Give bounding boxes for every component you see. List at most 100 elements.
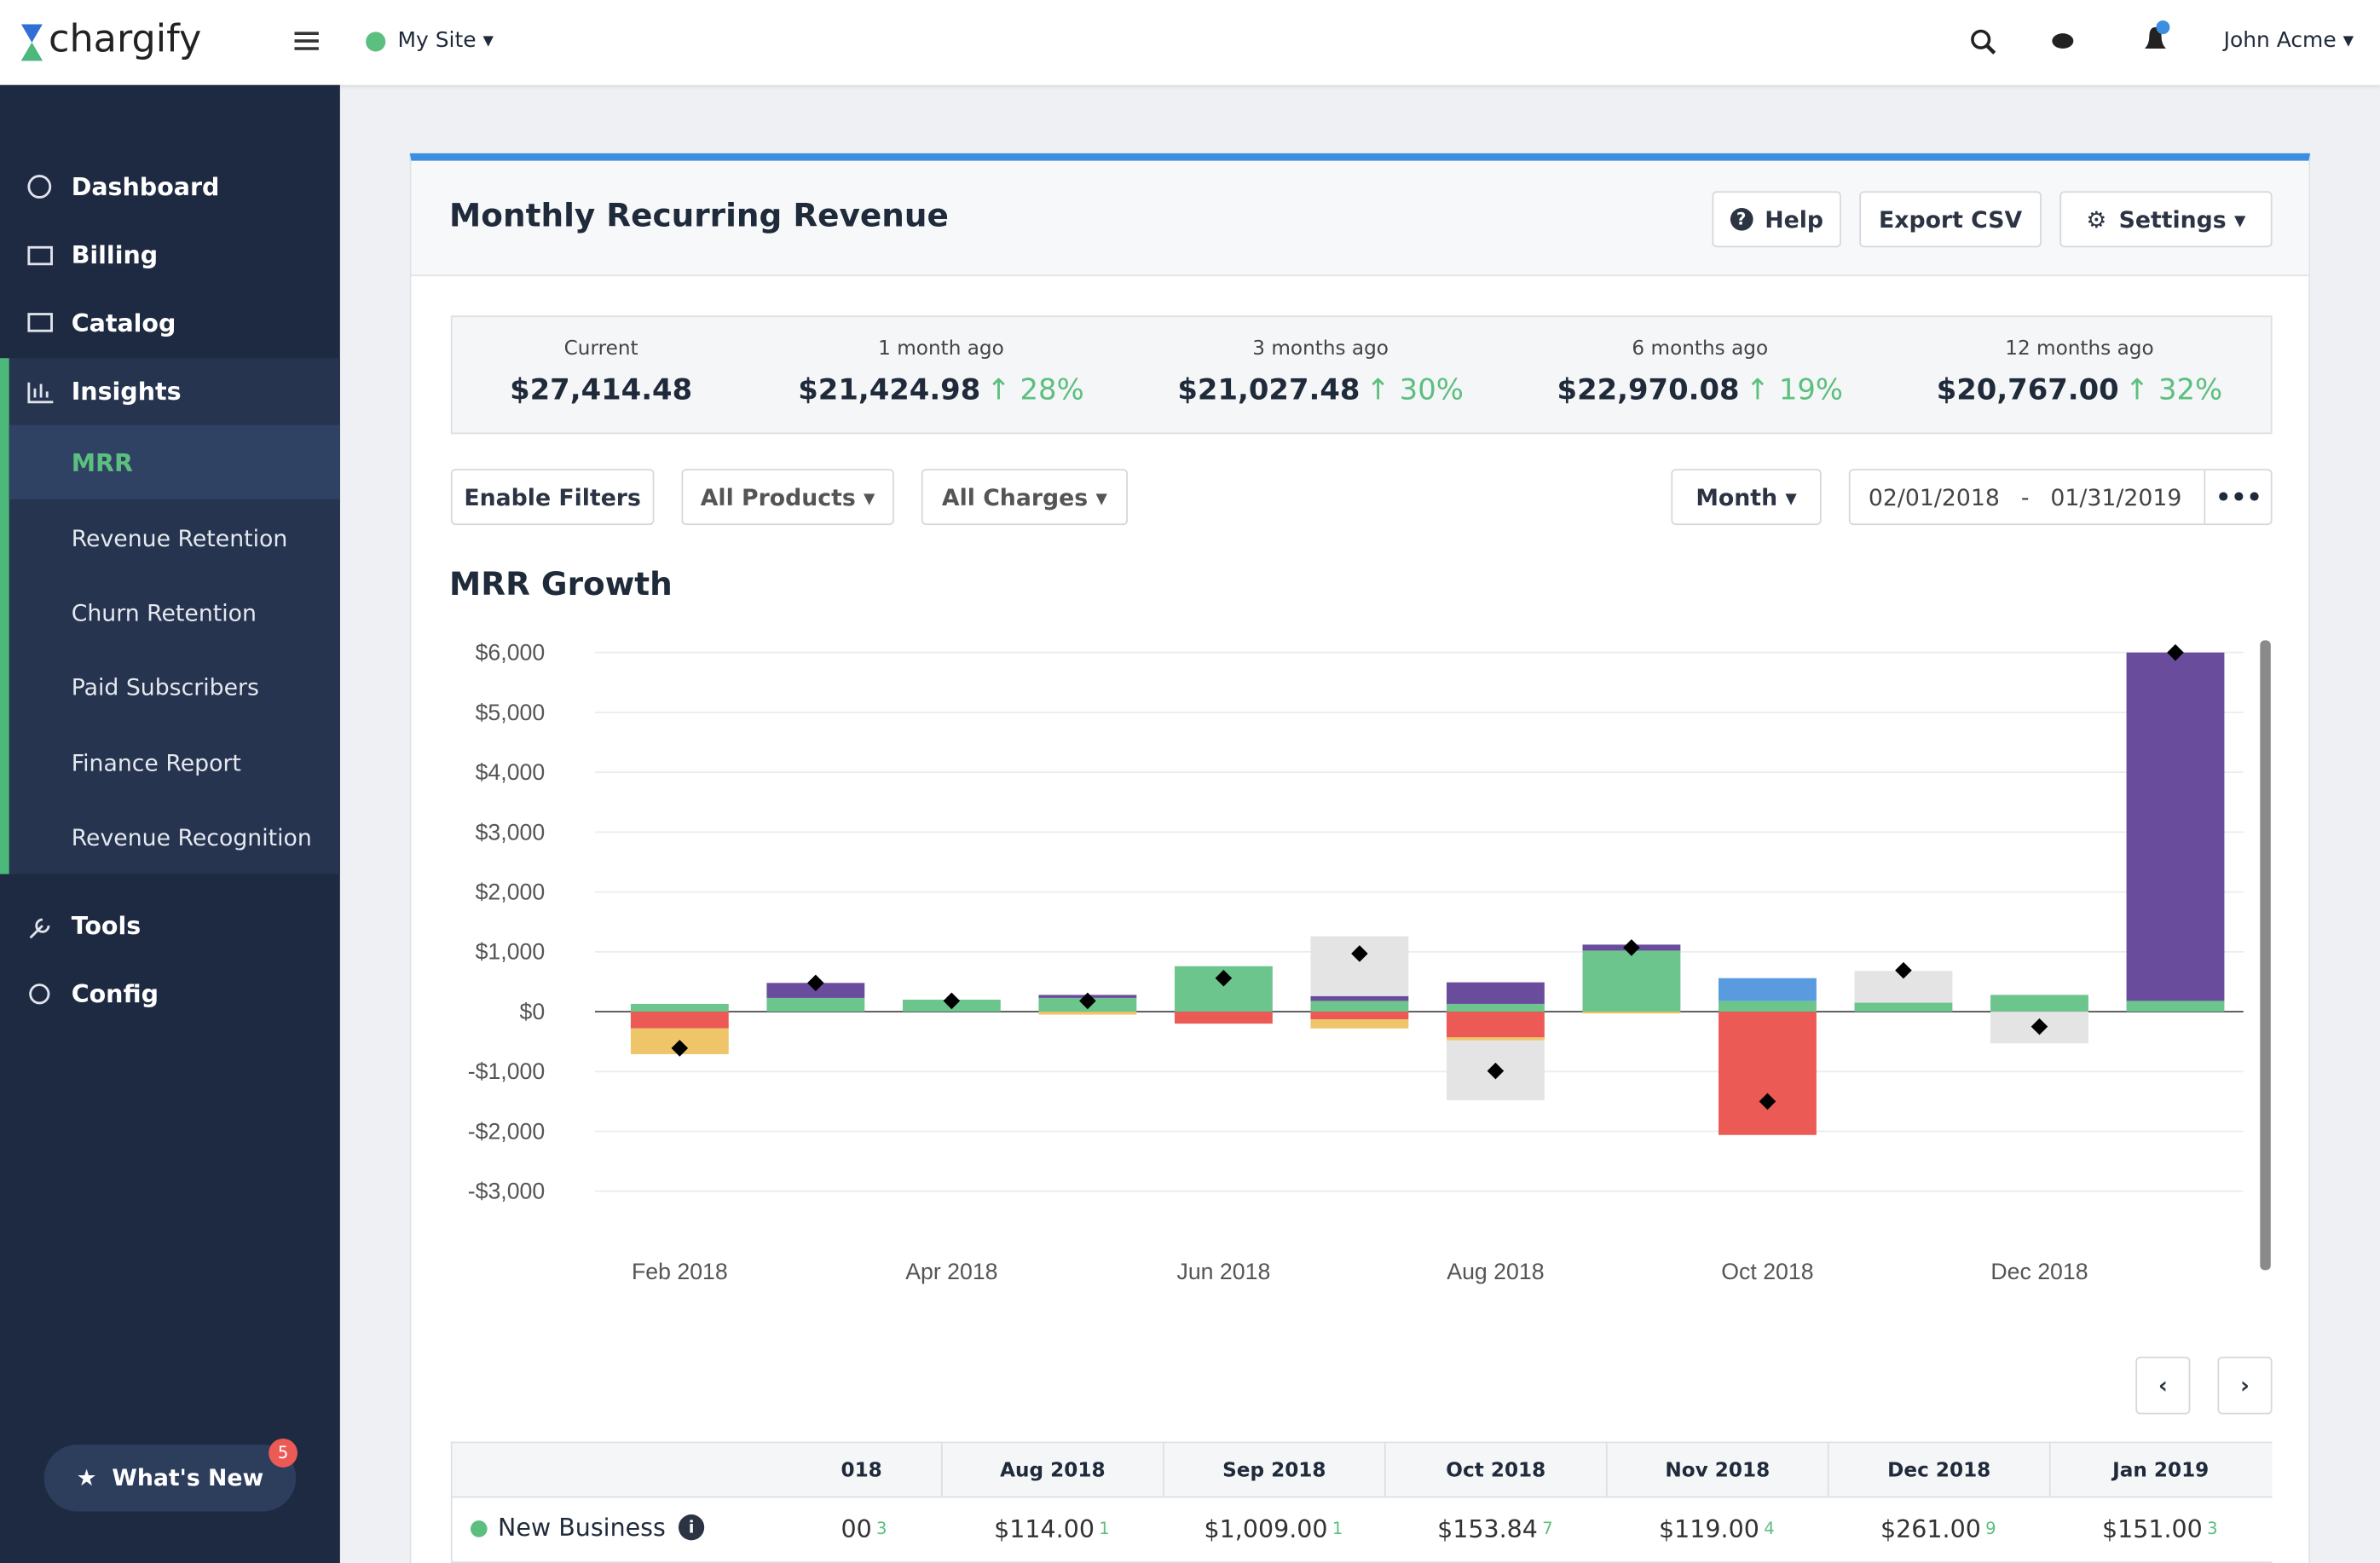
nav-subitem[interactable]: Finance Report <box>71 749 241 777</box>
period-label: Month <box>1695 483 1778 511</box>
bar-segment <box>1310 995 1409 1001</box>
logo[interactable]: chargify <box>48 16 202 61</box>
start-date: 02/01/2018 <box>1868 483 2000 511</box>
cell-count: 3 <box>2207 1518 2218 1538</box>
date-more[interactable]: ••• <box>2204 470 2272 524</box>
stats-box <box>450 315 2273 435</box>
settings-button[interactable]: ⚙ Settings ▾ <box>2059 191 2273 248</box>
bar-segment <box>1446 982 1545 1004</box>
bar-segment <box>630 1003 729 1012</box>
stat-value: $22,970.08 ↑ 19% <box>1557 373 1843 407</box>
table-cell: $153.84 7 <box>1384 1497 1606 1560</box>
products-filter[interactable]: All Products ▾ <box>681 469 894 526</box>
nav-subitem[interactable]: MRR <box>71 448 133 478</box>
nav-subitem[interactable]: Revenue Recognition <box>71 823 312 851</box>
products-label: All Products <box>700 483 856 511</box>
user-menu[interactable]: John Acme ▾ <box>2223 28 2354 54</box>
site-name: My Site <box>397 28 477 54</box>
chart-title: MRR Growth <box>449 566 673 603</box>
export-button[interactable]: Export CSV <box>1859 191 2042 248</box>
cell-value: $261.00 <box>1880 1514 1981 1543</box>
prev-button[interactable]: ‹ <box>2135 1356 2191 1415</box>
y-tick-label: $0 <box>520 999 546 1024</box>
stat-amount: $20,767.00 <box>1936 373 2119 407</box>
star-icon: ★ <box>76 1464 97 1492</box>
nav-item[interactable]: Insights <box>71 377 182 407</box>
nav-item[interactable]: Tools <box>71 911 142 941</box>
help-button[interactable]: ? Help <box>1712 191 1841 248</box>
stat-value: $27,414.48 <box>510 373 692 407</box>
y-tick-label: $5,000 <box>476 700 546 725</box>
cell-value: $1,009.00 <box>1204 1514 1328 1543</box>
x-tick-label: Jun 2018 <box>1176 1259 1270 1284</box>
table-cell: 00 3 <box>832 1497 950 1560</box>
bar-segment <box>1446 1003 1545 1012</box>
bar-segment <box>1174 1012 1273 1024</box>
cell-count: 4 <box>1764 1518 1775 1538</box>
net-marker <box>943 992 961 1010</box>
x-tick-label: Oct 2018 <box>1721 1259 1813 1284</box>
date-separator: - <box>2020 483 2030 511</box>
bar-segment <box>1719 978 1817 1001</box>
next-button[interactable]: › <box>2217 1356 2273 1415</box>
scrollbar[interactable] <box>2260 640 2271 1271</box>
table-cell: $119.00 4 <box>1606 1497 1828 1560</box>
y-tick-label: $2,000 <box>476 880 546 905</box>
cell-count: 1 <box>1332 1518 1343 1538</box>
nav-item[interactable]: Dashboard <box>71 172 220 201</box>
nav-subitem[interactable]: Paid Subscribers <box>71 673 259 701</box>
nav-item[interactable]: Catalog <box>71 309 176 338</box>
site-status <box>366 32 386 52</box>
nav-subitem[interactable]: Revenue Retention <box>71 525 288 553</box>
bar-segment <box>1854 1002 1953 1012</box>
x-tick-label: Aug 2018 <box>1447 1259 1544 1284</box>
bar-segment <box>1446 1012 1545 1038</box>
stat-change: ↑ 19% <box>1745 373 1844 407</box>
active-item <box>9 424 340 499</box>
cell-value: $114.00 <box>994 1514 1095 1543</box>
net-marker <box>1351 945 1368 962</box>
stat-change: ↑ 30% <box>1366 373 1464 407</box>
table-cell: $1,009.00 1 <box>1163 1497 1384 1560</box>
date-range[interactable]: 02/01/2018-01/31/2019 <box>1848 469 2273 526</box>
menu-toggle[interactable] <box>294 31 319 52</box>
charges-filter[interactable]: All Charges ▾ <box>921 469 1128 526</box>
bar-segment <box>1310 1012 1409 1020</box>
messages[interactable] <box>2051 29 2078 56</box>
nav-subitem[interactable]: Churn Retention <box>71 599 257 627</box>
y-tick-label: $1,000 <box>476 939 546 965</box>
search[interactable] <box>1970 29 1997 56</box>
badge: 5 <box>269 1439 298 1468</box>
cell-value: $119.00 <box>1659 1514 1759 1543</box>
panel-title: Monthly Recurring Revenue <box>449 197 949 234</box>
bar-segment <box>1582 1012 1681 1014</box>
site-switcher[interactable]: My Site ▾ <box>397 28 494 54</box>
stat-amount: $21,027.48 <box>1177 373 1360 407</box>
period-select[interactable]: Month ▾ <box>1671 469 1822 526</box>
y-tick-label: -$3,000 <box>468 1179 546 1204</box>
bar-segment <box>1310 936 1409 996</box>
user-name: John Acme <box>2223 28 2337 54</box>
bar-segment <box>1310 1019 1409 1029</box>
info-icon[interactable]: i <box>678 1514 705 1541</box>
help-icon: ? <box>1730 207 1753 231</box>
enable-filters[interactable]: Enable Filters <box>450 469 655 526</box>
column-header: Aug 2018 <box>940 1443 1163 1498</box>
stat-value: $21,424.98 ↑ 28% <box>798 373 1083 407</box>
stat-label: 1 month ago <box>878 337 1004 360</box>
nav-item[interactable]: Config <box>71 979 159 1009</box>
stat-change-value: 19% <box>1778 373 1844 407</box>
y-tick-label: $3,000 <box>476 819 546 845</box>
bar-segment <box>1990 995 2088 1012</box>
bar-segment <box>1719 1012 1817 1135</box>
stat-amount: $27,414.48 <box>510 373 693 407</box>
stat-change-value: 32% <box>2158 373 2223 407</box>
nav-item[interactable]: Billing <box>71 240 159 270</box>
notifications[interactable] <box>2140 18 2177 57</box>
column-header: Dec 2018 <box>1827 1443 2049 1498</box>
logo-icon <box>20 24 43 61</box>
x-tick-label: Apr 2018 <box>905 1259 997 1284</box>
end-date: 01/31/2019 <box>2050 483 2182 511</box>
whats-new[interactable]: ★ What's New <box>43 1445 297 1512</box>
